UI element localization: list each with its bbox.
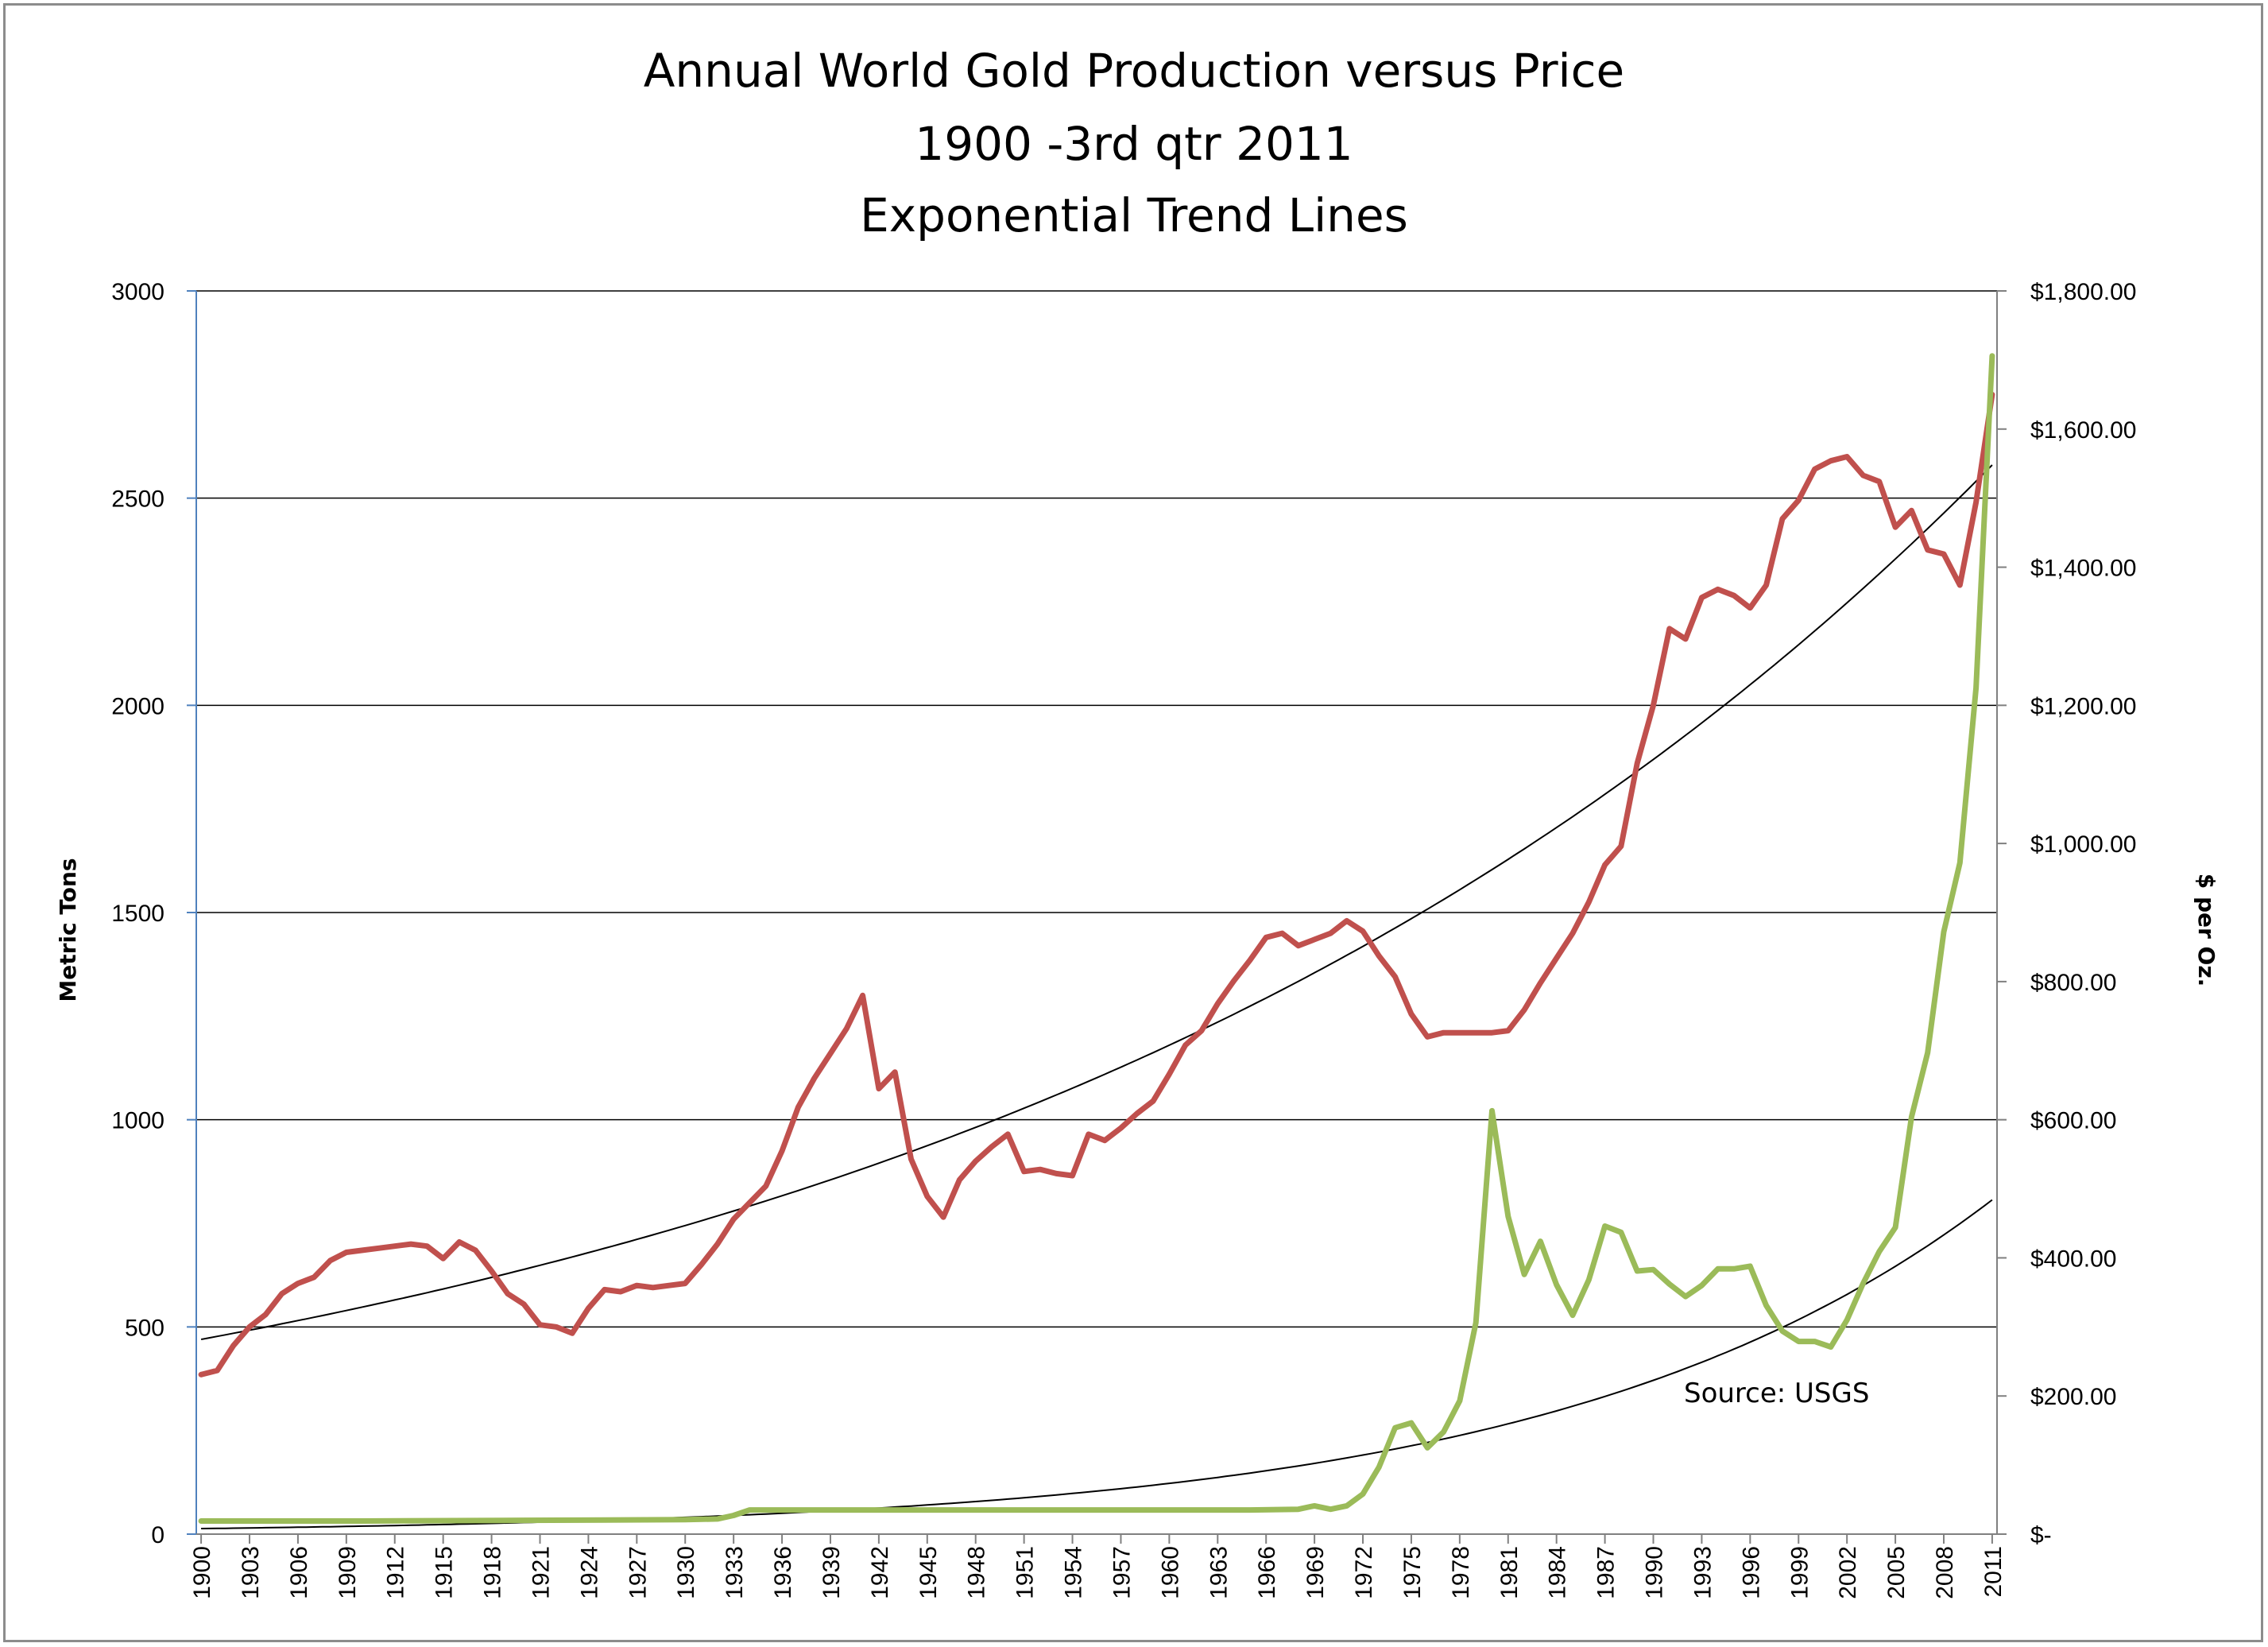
right-tick-label: $400.00 <box>2030 1246 2116 1272</box>
x-tick-label: 1903 <box>238 1546 264 1599</box>
title-line-3: Exponential Trend Lines <box>860 188 1408 242</box>
x-tick-label: 1921 <box>528 1546 554 1599</box>
x-tick-label: 1936 <box>770 1546 796 1599</box>
left-tick-label: 3000 <box>111 279 164 305</box>
x-tick-label: 1996 <box>1738 1546 1764 1599</box>
gridlines <box>196 290 1997 1328</box>
x-tick-label: 2002 <box>1835 1546 1861 1599</box>
right-tick-label: $1,200.00 <box>2030 693 2136 719</box>
x-tick-label: 1969 <box>1302 1546 1329 1599</box>
left-axis-title: Metric Tons <box>55 858 81 1002</box>
left-tick-label: 1500 <box>111 901 164 927</box>
right-tick-label: $600.00 <box>2030 1108 2116 1134</box>
x-tick-label: 1963 <box>1206 1546 1232 1599</box>
right-axis-title: $ per Oz. <box>2193 874 2220 987</box>
x-tick-label: 1924 <box>576 1546 602 1599</box>
x-tick-label: 1933 <box>722 1546 748 1599</box>
x-tick-label: 1942 <box>867 1546 893 1599</box>
x-tick-label: 1909 <box>335 1546 361 1599</box>
x-tick-label: 1912 <box>383 1546 409 1599</box>
x-tick-label: 2011 <box>1980 1546 2007 1598</box>
data-series <box>198 353 1995 1524</box>
x-tick-label: 1954 <box>1061 1546 1087 1599</box>
x-tick-label: 1966 <box>1254 1546 1280 1599</box>
x-tick-label: 1948 <box>964 1546 990 1599</box>
x-tick-label: 1981 <box>1496 1546 1523 1599</box>
x-tick-label: 1990 <box>1642 1546 1668 1599</box>
chart-frame: Annual World Gold Production versus Pric… <box>3 3 2263 1642</box>
right-axis-ticks: $- $200.00 $400.00 $600.00 $800.00 $1,000.00 $… <box>1997 279 2136 1548</box>
left-axis-ticks: 0 500 1000 1500 2000 2500 3000 <box>111 279 196 1548</box>
x-tick-label: 1900 <box>189 1546 215 1599</box>
x-tick-label: 2005 <box>1883 1546 1910 1599</box>
x-tick-label: 1939 <box>819 1546 845 1599</box>
left-tick-label: 2500 <box>111 486 164 513</box>
x-tick-label: 1978 <box>1448 1546 1474 1599</box>
left-tick-label: 500 <box>125 1315 164 1341</box>
x-tick-label: 1957 <box>1109 1546 1135 1599</box>
x-tick-label: 1993 <box>1689 1546 1716 1599</box>
x-tick-label: 2008 <box>1932 1546 1958 1599</box>
x-tick-label: 1975 <box>1399 1546 1426 1599</box>
title-line-1: Annual World Gold Production versus Pric… <box>644 44 1624 98</box>
x-axis-ticks: 1900 1903 1906 1909 1912 1915 1918 1921 1924 1927… <box>189 1534 2007 1599</box>
right-tick-label: $1,400.00 <box>2030 556 2136 582</box>
source-annotation: Source: USGS <box>1684 1378 1869 1409</box>
x-tick-label: 1930 <box>673 1546 699 1599</box>
x-tick-label: 1984 <box>1545 1546 1571 1599</box>
right-tick-label: $- <box>2030 1522 2052 1548</box>
left-tick-label: 0 <box>151 1522 164 1548</box>
x-tick-label: 1915 <box>432 1546 458 1599</box>
x-tick-label: 1999 <box>1786 1546 1813 1599</box>
x-tick-label: 1972 <box>1351 1546 1377 1599</box>
x-tick-label: 1951 <box>1012 1546 1039 1599</box>
right-tick-label: $1,600.00 <box>2030 417 2136 444</box>
x-tick-label: 1945 <box>915 1546 942 1599</box>
left-tick-label: 2000 <box>111 693 164 719</box>
right-tick-label: $200.00 <box>2030 1384 2116 1410</box>
series-line-right <box>198 353 1995 1524</box>
x-tick-label: 1927 <box>625 1546 651 1599</box>
chart-svg: Annual World Gold Production versus Pric… <box>55 44 2220 1599</box>
right-tick-label: $800.00 <box>2030 970 2116 996</box>
x-tick-label: 1906 <box>286 1546 312 1599</box>
x-tick-label: 1960 <box>1157 1546 1183 1599</box>
x-tick-label: 1987 <box>1593 1546 1620 1599</box>
chart-title: Annual World Gold Production versus Pric… <box>644 44 1624 242</box>
title-line-2: 1900 -3rd qtr 2011 <box>915 117 1353 171</box>
series-line-left <box>198 391 1995 1378</box>
trendlines <box>200 464 1993 1529</box>
x-tick-label: 1918 <box>480 1546 506 1599</box>
right-tick-label: $1,800.00 <box>2030 279 2136 305</box>
left-tick-label: 1000 <box>111 1108 164 1134</box>
right-tick-label: $1,000.00 <box>2030 831 2136 858</box>
trendline-left <box>200 464 1993 1340</box>
